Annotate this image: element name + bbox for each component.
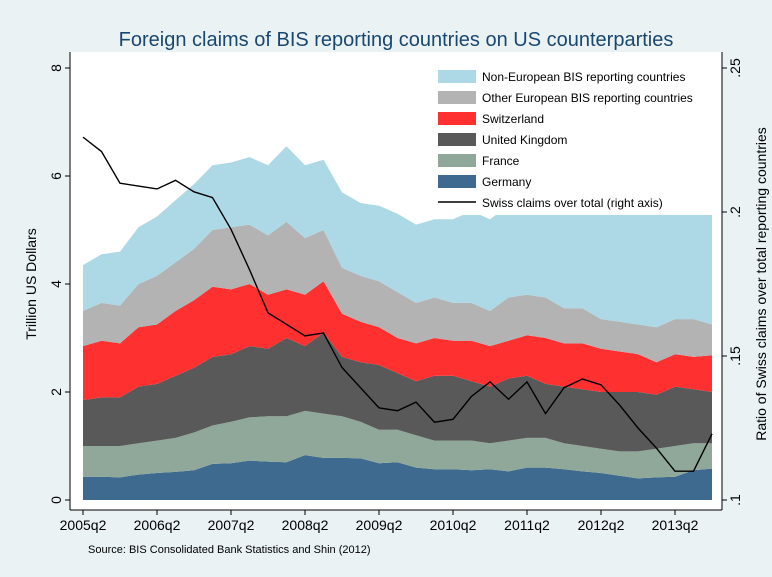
y-tick-label: 0 (48, 496, 64, 504)
x-tick-label: 2012q2 (578, 517, 625, 533)
y-tick-label: 2 (48, 388, 64, 396)
area (83, 332, 712, 452)
legend-label: United Kingdom (482, 133, 567, 147)
y2-tick-label: .25 (727, 58, 743, 78)
legend-swatch (438, 91, 476, 104)
y-tick-label: 8 (48, 64, 64, 72)
legend-box (430, 62, 714, 215)
y2-tick-label: .15 (727, 346, 743, 366)
y2-tick-label: .2 (727, 206, 743, 218)
legend-label: Non-European BIS reporting countries (482, 70, 685, 84)
x-tick-label: 2008q2 (282, 517, 329, 533)
legend-swatch (438, 70, 476, 83)
source-note: Source: BIS Consolidated Bank Statistics… (88, 544, 371, 556)
x-tick-label: 2006q2 (134, 517, 181, 533)
legend-swatch (438, 133, 476, 146)
x-tick-label: 2009q2 (356, 517, 403, 533)
y-tick-label: 4 (48, 280, 64, 288)
x-tick-label: 2010q2 (430, 517, 477, 533)
area (83, 146, 712, 328)
x-tick-label: 2011q2 (504, 517, 550, 533)
legend-swatch (438, 154, 476, 167)
x-tick-label: 2007q2 (208, 517, 255, 533)
legend-label: Other European BIS reporting countries (482, 91, 693, 105)
x-tick-label: 2013q2 (652, 517, 699, 533)
y2-tick-label: .1 (727, 494, 743, 506)
x-tick-label: 2005q2 (60, 517, 107, 533)
y-tick-label: 6 (48, 172, 64, 180)
y2-axis-label: Ratio of Swiss claims over total reporti… (753, 127, 769, 441)
legend-swatch (438, 175, 476, 188)
area (83, 281, 712, 401)
legend-swatch (438, 112, 476, 125)
legend-label: France (482, 154, 520, 168)
area (83, 455, 712, 500)
area (83, 410, 712, 479)
legend-label: Germany (482, 175, 531, 189)
legend-label: Swiss claims over total (right axis) (482, 196, 663, 210)
area (83, 221, 712, 363)
line (82, 136, 713, 472)
legend-label: Switzerland (482, 112, 544, 126)
y-axis-label: Trillion US Dollars (23, 228, 39, 340)
chart-title: Foreign claims of BIS reporting countrie… (119, 29, 674, 51)
